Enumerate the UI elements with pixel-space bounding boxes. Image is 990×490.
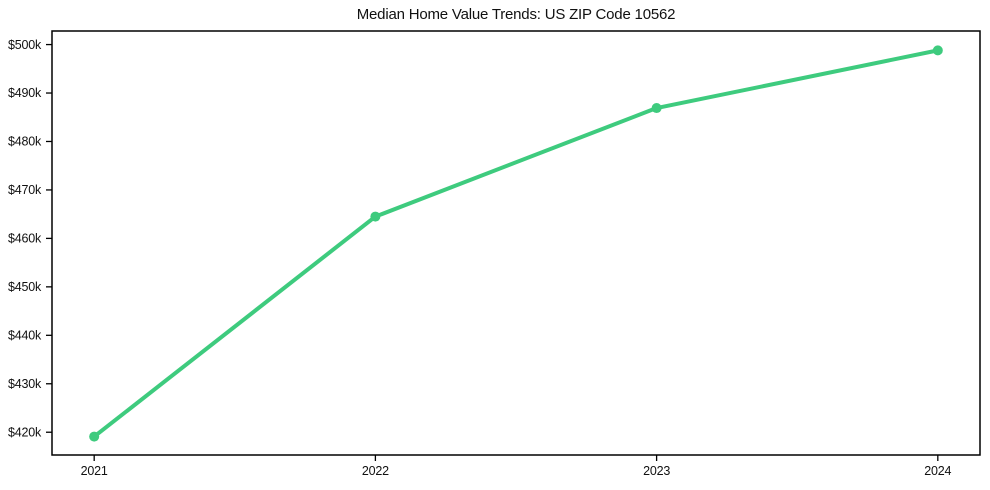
y-axis-tick-label: $430k <box>8 377 42 391</box>
y-axis-tick-label: $470k <box>8 183 42 197</box>
data-point-2023 <box>651 103 662 114</box>
x-axis-tick-label: 2022 <box>362 464 389 478</box>
x-axis-tick-label: 2023 <box>643 464 670 478</box>
x-axis-tick-label: 2021 <box>81 464 108 478</box>
y-axis-tick-label: $450k <box>8 280 42 294</box>
y-axis-tick-label: $460k <box>8 232 42 246</box>
y-axis-tick-label: $500k <box>8 38 42 52</box>
trend-line <box>92 48 940 439</box>
data-point-2022 <box>370 211 381 222</box>
x-axis-tick-label: 2024 <box>924 464 951 478</box>
chart-title: Median Home Value Trends: US ZIP Code 10… <box>356 6 676 23</box>
plot-border <box>51 30 981 456</box>
y-axis-tick-label: $440k <box>8 329 42 343</box>
y-axis-tick-label: $480k <box>8 135 42 149</box>
y-axis-tick-label: $490k <box>8 86 42 100</box>
data-point-2021 <box>89 431 100 442</box>
data-point-2024 <box>932 45 943 56</box>
y-axis-tick-label: $420k <box>8 425 42 439</box>
